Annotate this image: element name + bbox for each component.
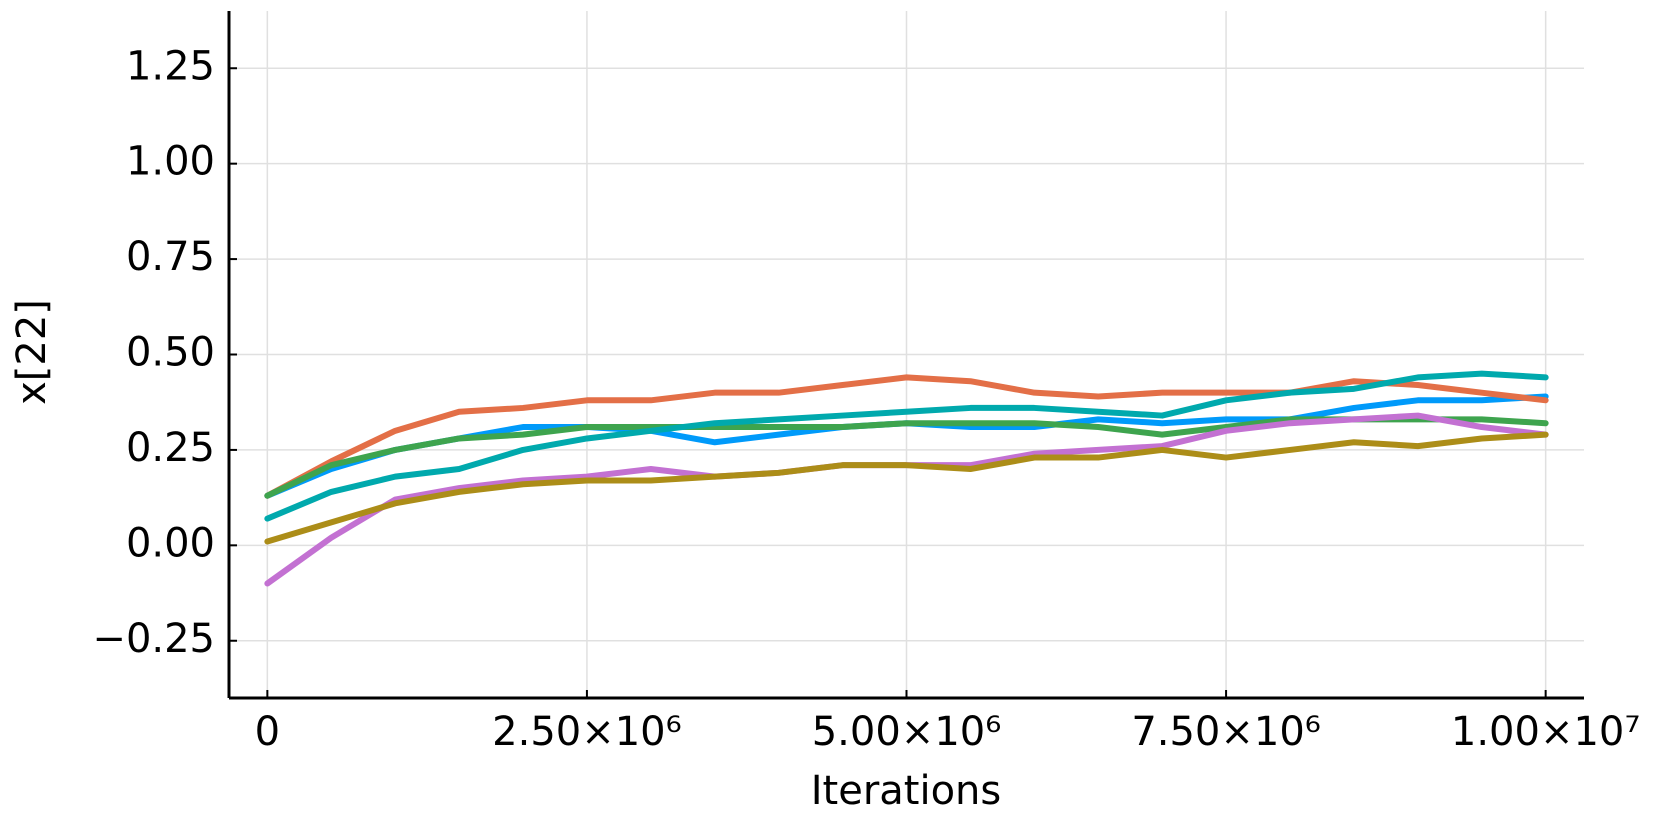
x-tick-label: 1.00×10⁷ xyxy=(1451,709,1641,755)
x-tick-label: 2.50×10⁶ xyxy=(492,709,682,755)
y-tick-label: 0.75 xyxy=(126,234,215,280)
y-tick-label: 0.00 xyxy=(126,520,215,566)
y-tick-label: 0.50 xyxy=(126,330,215,376)
data-line xyxy=(264,370,1549,522)
y-tick-label: 1.00 xyxy=(126,139,215,185)
x-tick-label: 0 xyxy=(255,709,280,755)
data-line xyxy=(264,431,1549,545)
y-tick-label: 0.25 xyxy=(126,425,215,471)
y-axis-label: x[22] xyxy=(9,299,55,405)
x-axis-label: Iterations xyxy=(811,768,1002,814)
data-line xyxy=(264,374,1549,499)
y-tick-label: 1.25 xyxy=(126,43,215,89)
x-tick-label: 5.00×10⁶ xyxy=(812,709,1002,755)
x-tick-label: 7.50×10⁶ xyxy=(1131,709,1321,755)
y-tick-label: −0.25 xyxy=(92,616,215,662)
